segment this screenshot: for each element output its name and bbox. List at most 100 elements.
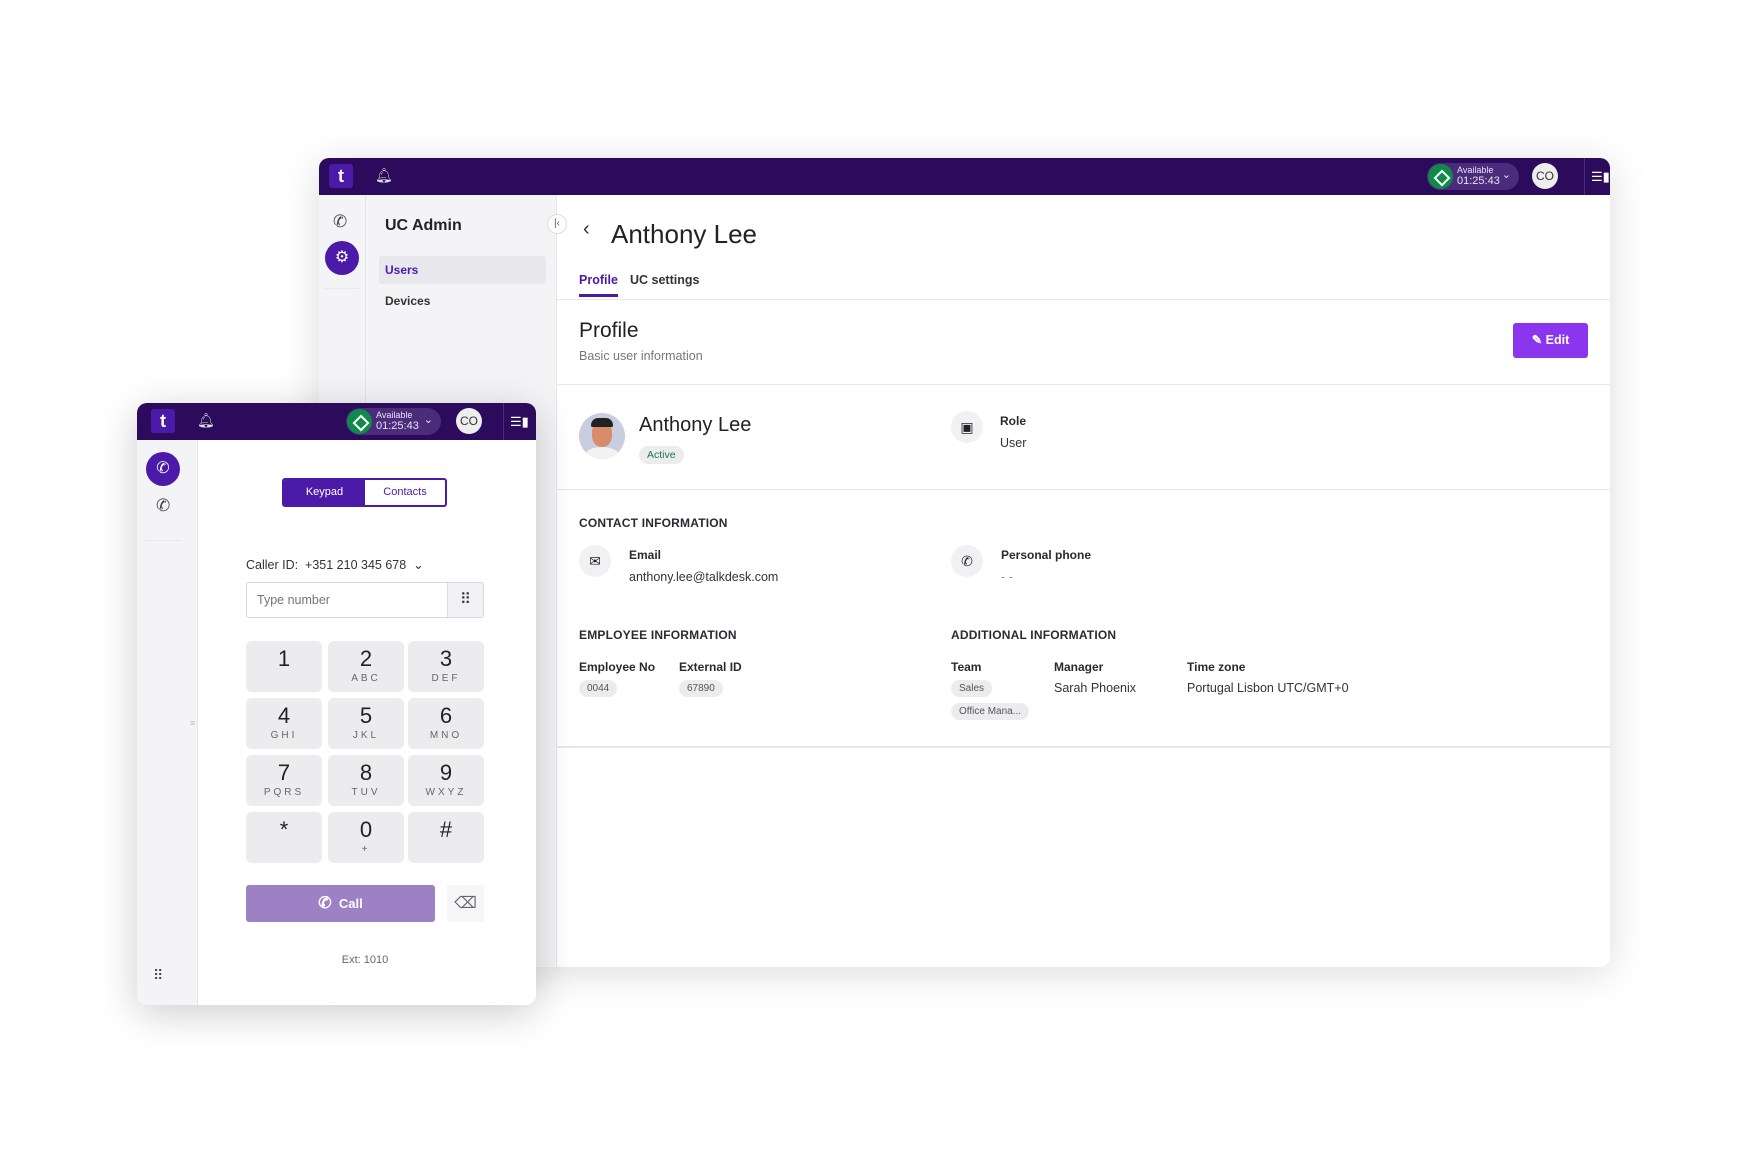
caller-id-label: Caller ID: <box>246 558 299 572</box>
panel-toggle-icon[interactable]: ☰▮ <box>510 414 529 429</box>
key-letters: WXYZ <box>425 787 467 798</box>
available-icon <box>1428 164 1453 189</box>
user-avatar <box>579 413 625 459</box>
key-digit: 7 <box>277 760 291 785</box>
back-icon[interactable]: ‹ <box>583 218 590 240</box>
status-label: Available <box>376 410 413 420</box>
key-3[interactable]: 3 DEF <box>408 641 484 692</box>
key-digit: # <box>439 817 453 842</box>
key-letters: JKL <box>352 730 380 741</box>
avatar[interactable]: CO <box>1532 163 1558 189</box>
timezone-value: Portugal Lisbon UTC/GMT+0 <box>1187 681 1349 695</box>
key-6[interactable]: 6 MNO <box>408 698 484 749</box>
employee-no-label: Employee No <box>579 660 656 674</box>
dialer-icon[interactable]: ✆ <box>333 212 348 231</box>
dialer-top-bar: t 🔔︎ Available 01:25:43 ⌄ CO ☰▮ <box>137 403 536 440</box>
apps-grid-icon[interactable]: ⠿ <box>153 967 163 983</box>
dialer-icon[interactable]: ✆ <box>146 452 180 486</box>
key-9[interactable]: 9 WXYZ <box>408 755 484 806</box>
key-7[interactable]: 7 PQRS <box>246 755 322 806</box>
timezone-label: Time zone <box>1187 660 1246 674</box>
number-input-wrap: ⠿ <box>246 582 484 618</box>
key-digit: * <box>279 817 289 842</box>
header-divider <box>1584 158 1585 195</box>
sidebar-title: UC Admin <box>385 217 462 234</box>
sidebar-item-label: Users <box>385 263 419 277</box>
call-button[interactable]: ✆ Call <box>246 885 435 922</box>
phone-icon: ✆ <box>318 895 332 912</box>
key-8[interactable]: 8 TUV <box>328 755 404 806</box>
team-chip: Sales <box>951 680 993 697</box>
section-subtitle: Basic user information <box>579 349 703 363</box>
keypad-toggle-icon[interactable]: ⠿ <box>447 583 483 617</box>
resize-handle[interactable]: ≡ <box>190 718 196 728</box>
sidebar-item-label: Devices <box>385 294 431 308</box>
team-chip: Office Mana... <box>951 703 1030 720</box>
key-5[interactable]: 5 JKL <box>328 698 404 749</box>
edit-label: Edit <box>1545 333 1570 347</box>
email-icon: ✉ <box>579 545 611 577</box>
rail-divider <box>145 540 181 541</box>
dialer-tabs: Keypad Contacts <box>282 478 447 507</box>
sidebar-item-devices[interactable]: Devices <box>379 287 546 315</box>
status-selector[interactable]: Available 01:25:43 ⌄ <box>1427 163 1519 190</box>
tab-contacts[interactable]: Contacts <box>383 486 427 498</box>
key-1[interactable]: 1 <box>246 641 322 692</box>
employee-header: EMPLOYEE INFORMATION <box>579 628 737 642</box>
header-divider <box>503 403 504 440</box>
tab-uc-settings[interactable]: UC settings <box>630 273 700 287</box>
key-4[interactable]: 4 GHI <box>246 698 322 749</box>
external-id-label: External ID <box>679 660 742 674</box>
status-selector[interactable]: Available 01:25:43 ⌄ <box>346 408 441 435</box>
bell-icon[interactable]: 🔔︎ <box>197 412 215 428</box>
top-bar: t 🔔︎ Available 01:25:43 ⌄ CO ☰▮ <box>319 158 1610 195</box>
talkdesk-logo: t <box>329 164 353 188</box>
sidebar-item-users[interactable]: Users <box>379 256 546 284</box>
chevron-down-icon: ⌄ <box>1501 169 1511 181</box>
uc-admin-icon[interactable]: ⚙ <box>325 241 359 275</box>
page-title: Anthony Lee <box>611 219 758 249</box>
chevron-down-icon: ⌄ <box>409 558 424 572</box>
key-2[interactable]: 2 ABC <box>328 641 404 692</box>
panel-toggle-icon[interactable]: ☰▮ <box>1591 169 1610 184</box>
key-letters: DEF <box>431 673 461 684</box>
key-*[interactable]: * <box>246 812 322 863</box>
bell-icon[interactable]: 🔔︎ <box>375 167 393 183</box>
key-0[interactable]: 0 + <box>328 812 404 863</box>
avatar[interactable]: CO <box>456 408 482 434</box>
manager-value: Sarah Phoenix <box>1054 681 1137 695</box>
key-letters: PQRS <box>263 787 305 798</box>
phone-settings-icon[interactable]: ✆ <box>156 496 171 515</box>
key-#[interactable]: # <box>408 812 484 863</box>
caller-id-value: +351 210 345 678 <box>305 558 407 572</box>
divider <box>557 746 1610 748</box>
backspace-icon[interactable]: ⌫ <box>447 885 484 922</box>
divider <box>557 384 1610 385</box>
key-digit: 1 <box>277 646 291 671</box>
key-letters: GHI <box>270 730 298 741</box>
tabs-divider <box>557 299 1610 300</box>
key-letters: ABC <box>351 673 381 684</box>
email-value[interactable]: anthony.lee@talkdesk.com <box>629 570 779 584</box>
key-digit: 5 <box>359 703 373 728</box>
role-label: Role <box>1000 414 1027 428</box>
tab-profile[interactable]: Profile <box>579 273 618 297</box>
call-label: Call <box>338 896 363 911</box>
extension-label: Ext: 1010 <box>341 954 389 966</box>
number-input[interactable] <box>247 583 447 617</box>
collapse-sidebar-button[interactable]: |‹ <box>547 214 567 234</box>
key-digit: 0 <box>359 817 373 842</box>
external-id-value: 67890 <box>679 680 723 697</box>
dialer-window: t 🔔︎ Available 01:25:43 ⌄ CO ☰▮ ✆ ✆ ⠿ ≡ … <box>137 403 536 1005</box>
employee-no-value: 0044 <box>579 680 618 697</box>
key-letters: + <box>361 844 371 855</box>
pencil-icon: ✎ <box>1531 333 1543 347</box>
key-digit: 2 <box>359 646 373 671</box>
tab-keypad[interactable]: Keypad <box>284 480 365 505</box>
status-label: Available <box>1457 165 1494 175</box>
edit-button[interactable]: ✎ Edit <box>1513 323 1588 358</box>
team-label: Team <box>951 660 982 674</box>
key-digit: 8 <box>359 760 373 785</box>
talkdesk-logo: t <box>151 409 175 433</box>
caller-id-selector[interactable]: Caller ID: +351 210 345 678 ⌄ <box>246 557 424 572</box>
